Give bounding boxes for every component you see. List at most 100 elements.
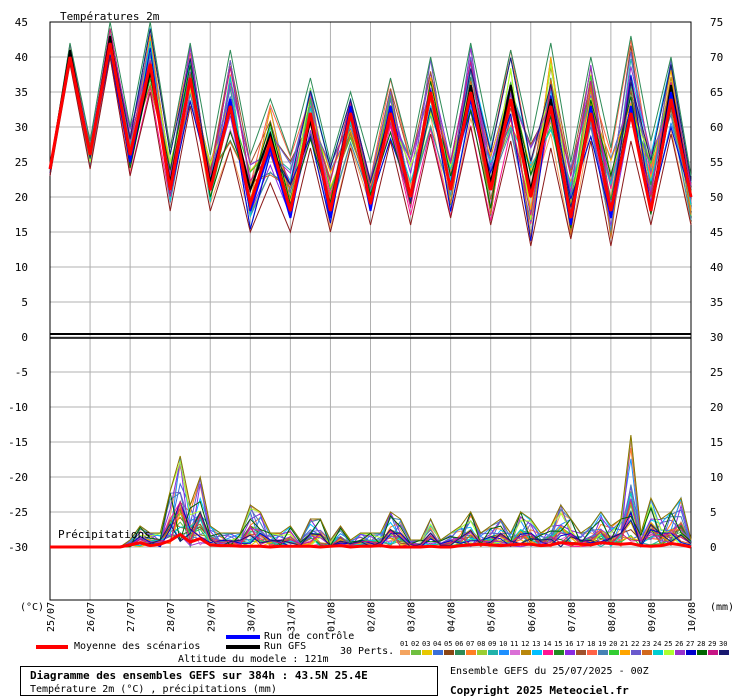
x-tick-label: 25/07: [46, 602, 57, 632]
y-right-tick-label: 40: [710, 261, 723, 274]
legend-member-swatch: [708, 650, 718, 655]
legend-member-label: 03: [422, 640, 430, 648]
legend-member-swatch: [488, 650, 498, 655]
legend-member-label: 01: [400, 640, 408, 648]
xlabel-left: (°C): [20, 602, 44, 613]
legend-member-label: 07: [466, 640, 474, 648]
x-tick-label: 30/07: [246, 602, 257, 632]
legend-member-swatch: [675, 650, 685, 655]
legend-member-swatch: [719, 650, 729, 655]
legend-member-swatch: [576, 650, 586, 655]
legend-member-swatch: [598, 650, 608, 655]
x-tick-label: 28/07: [166, 602, 177, 632]
y-right-tick-label: 60: [710, 121, 723, 134]
legend-member-label: 22: [631, 640, 639, 648]
legend-member-label: 25: [664, 640, 672, 648]
y-left-tick-label: 25: [15, 156, 28, 169]
legend-member-swatch: [631, 650, 641, 655]
legend-member-swatch: [543, 650, 553, 655]
caption-title: Diagramme des ensembles GEFS sur 384h : …: [30, 669, 368, 682]
x-tick-label: 09/08: [647, 602, 658, 632]
legend-member-label: 05: [444, 640, 452, 648]
run-info: Ensemble GEFS du 25/07/2025 - 00Z: [450, 666, 649, 677]
y-right-tick-label: 35: [710, 296, 723, 309]
legend-control-label: Run de contrôle: [264, 631, 355, 642]
legend-member-label: 13: [532, 640, 540, 648]
legend-member-swatch: [686, 650, 696, 655]
x-tick-label: 04/08: [447, 602, 458, 632]
mean-temp-line: [48, 42, 693, 219]
y-left-tick-label: -5: [15, 366, 28, 379]
legend-member-swatch: [653, 650, 663, 655]
xlabel-right: (mm): [710, 602, 734, 613]
legend-member-swatch: [565, 650, 575, 655]
y-left-tick-label: 40: [15, 51, 28, 64]
legend-member-label: 08: [477, 640, 485, 648]
x-tick-label: 01/08: [326, 602, 337, 632]
member-temp-lower: [49, 56, 692, 247]
legend-member-label: 14: [543, 640, 551, 648]
legend-member-label: 11: [510, 640, 518, 648]
legend-member-swatch: [400, 650, 410, 655]
member-temp-upper: [49, 21, 692, 177]
x-tick-label: 29/07: [206, 602, 217, 632]
y-right-tick-label: 70: [710, 51, 723, 64]
altitude-label: Altitude du modele : 121m: [178, 654, 329, 665]
y-left-tick-label: 15: [15, 226, 28, 239]
y-left-tick-label: -15: [8, 436, 28, 449]
x-tick-label: 06/08: [527, 602, 538, 632]
y-left-tick-label: -20: [8, 471, 28, 484]
legend-member-swatch: [532, 650, 542, 655]
y-right-tick-label: 75: [710, 16, 723, 29]
legend-member-swatch: [433, 650, 443, 655]
plot-frame: [49, 21, 692, 601]
y-right-tick-label: 30: [710, 331, 723, 344]
x-tick-label: 03/08: [407, 602, 418, 632]
y-right-tick-label: 65: [710, 86, 723, 99]
y-left-tick-label: -25: [8, 506, 28, 519]
legend-member-label: 24: [653, 640, 661, 648]
y-right-tick-label: 10: [710, 471, 723, 484]
legend-member-label: 15: [554, 640, 562, 648]
legend-member-swatch: [466, 650, 476, 655]
legend-gfs-label: Run GFS: [264, 641, 307, 652]
y-right-tick-label: 25: [710, 366, 723, 379]
legend-swatches: 01 02 03 04 05 06 07 08 09 10 11 12 13 14 15 16 17 18 19 20…: [36, 635, 729, 655]
legend-member-label: 23: [642, 640, 650, 648]
legend-member-swatch: [499, 650, 509, 655]
y-left-tick-label: 10: [15, 261, 28, 274]
y-left-tick-label: 0: [21, 331, 28, 344]
legend-member-label: 30: [719, 640, 727, 648]
y-left-tick-label: 45: [15, 16, 28, 29]
y-left-tick-label: -30: [8, 541, 28, 554]
y-right-tick-label: 5: [710, 506, 717, 519]
legend-member-label: 04: [433, 640, 441, 648]
legend-member-label: 06: [455, 640, 463, 648]
legend-member-swatch: [697, 650, 707, 655]
legend-member-label: 02: [411, 640, 419, 648]
x-tick-label: 08/08: [607, 602, 618, 632]
legend-member-label: 26: [675, 640, 683, 648]
y-left-tick-label: 30: [15, 121, 28, 134]
legend-member-swatch: [664, 650, 674, 655]
x-tick-label: 26/07: [86, 602, 97, 632]
legend-perts-label: 30 Perts.: [340, 646, 395, 657]
y-right-tick-label: 0: [710, 541, 717, 554]
legend-member-label: 20: [609, 640, 617, 648]
legend-member-label: 12: [521, 640, 529, 648]
legend-member-label: 18: [587, 640, 595, 648]
x-tick-label: 31/07: [286, 602, 297, 632]
x-tick-label: 07/08: [567, 602, 578, 632]
y-right-tick-label: 50: [710, 191, 723, 204]
copyright: Copyright 2025 Meteociel.fr: [450, 684, 629, 697]
y-left-tick-label: 20: [15, 191, 28, 204]
legend-mean-label: Moyenne des scénarios: [74, 641, 201, 652]
series-layer: [48, 35, 693, 549]
legend-member-label: 16: [565, 640, 573, 648]
y-left-tick-label: -10: [8, 401, 28, 414]
legend-member-label: 09: [488, 640, 496, 648]
legend-member-swatch: [422, 650, 432, 655]
axes: [49, 21, 692, 601]
